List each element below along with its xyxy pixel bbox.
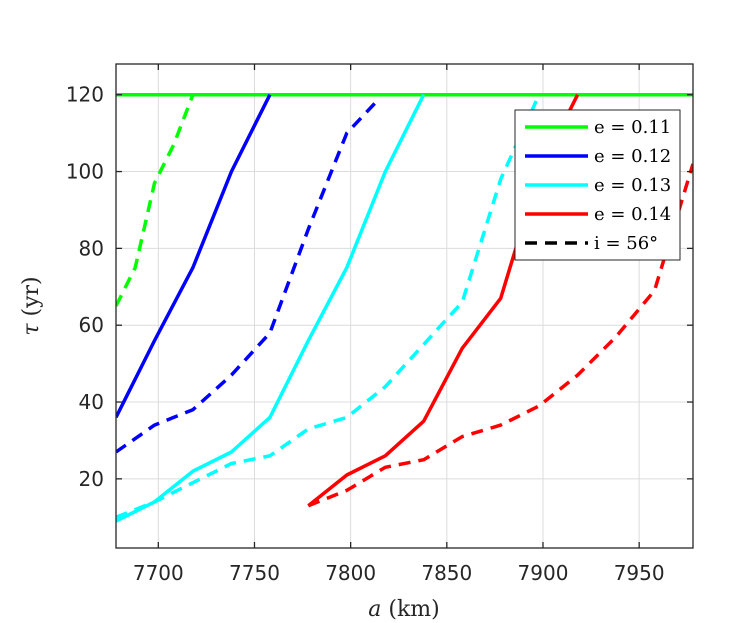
tick-labels: 7700 7750 7800 7850 7900 7950 20 40 60 80 100 120 <box>66 83 665 585</box>
series-line-e012-dashed <box>116 101 377 454</box>
legend: e = 0.11 e = 0.12 e = 0.13 e = 0.14 i = 56° <box>514 109 681 261</box>
y-tick-label: 60 <box>79 313 104 337</box>
axis-ticks <box>116 64 693 548</box>
y-tick-label: 20 <box>79 467 104 491</box>
y-tick-label: 40 <box>79 390 104 414</box>
y-tick-label: 120 <box>66 83 104 107</box>
x-tick-label: 7850 <box>421 561 472 585</box>
legend-entry: e = 0.12 <box>594 146 671 167</box>
plot-frame <box>115 63 694 549</box>
series-line-e013-solid <box>116 93 426 523</box>
series-line-e014-dashed <box>307 163 693 508</box>
y-tick-label: 100 <box>66 160 104 184</box>
x-tick-label: 7700 <box>133 561 184 585</box>
y-axis-label: τ (yr) <box>19 276 44 335</box>
series-line-e011-dashed <box>116 94 195 307</box>
x-tick-label: 7950 <box>614 561 665 585</box>
series-line-e012-solid <box>116 93 272 419</box>
x-tick-label: 7900 <box>518 561 569 585</box>
legend-entry: e = 0.11 <box>594 117 671 138</box>
x-axis-label: a (km) <box>368 597 439 622</box>
legend-entry: e = 0.13 <box>594 175 671 196</box>
y-tick-label: 80 <box>79 236 104 260</box>
x-tick-label: 7800 <box>325 561 376 585</box>
legend-entry: e = 0.14 <box>594 204 671 225</box>
x-tick-label: 7750 <box>229 561 280 585</box>
legend-entry: i = 56° <box>594 233 658 254</box>
